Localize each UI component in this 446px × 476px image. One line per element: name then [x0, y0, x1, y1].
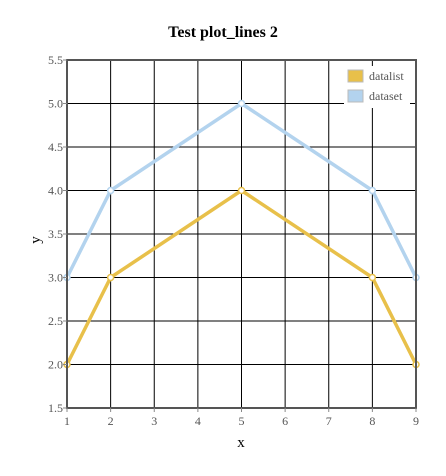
- x-tick-label: 1: [64, 414, 70, 428]
- y-tick-label: 1.5: [48, 401, 63, 415]
- x-tick-label: 9: [413, 414, 419, 428]
- y-tick-label: 3.0: [48, 271, 63, 285]
- y-tick-label: 5.5: [48, 53, 63, 67]
- data-point-datalist: [237, 186, 246, 195]
- legend: datalist dataset: [344, 66, 410, 108]
- x-tick-label: 3: [151, 414, 157, 428]
- x-tick-label: 6: [282, 414, 288, 428]
- legend-swatch-datalist: [347, 69, 364, 83]
- legend-label-datalist: datalist: [369, 69, 404, 83]
- x-tick-label: 7: [326, 414, 332, 428]
- y-tick-label: 3.5: [48, 227, 63, 241]
- data-point-datalist: [368, 273, 377, 282]
- data-point-dataset: [368, 186, 377, 195]
- data-point-datalist: [106, 273, 115, 282]
- y-tick-label: 4.0: [48, 184, 63, 198]
- tick-labels: 1 2 3 4 5 6 7 8 9 1.5 2.0 2.5 3.0 3.5 4.0 4.5 5.0 5.5: [48, 53, 419, 428]
- x-tick-label: 2: [108, 414, 114, 428]
- x-tick-label: 8: [369, 414, 375, 428]
- y-tick-label: 2.5: [48, 314, 63, 328]
- x-axis-title: x: [237, 435, 245, 451]
- grid: [66, 59, 417, 409]
- data-point-dataset: [237, 99, 246, 108]
- y-tick-label: 4.5: [48, 140, 63, 154]
- y-tick-label: 5.0: [48, 97, 63, 111]
- data-point-dataset: [106, 186, 115, 195]
- y-tick-label: 2.0: [48, 358, 63, 372]
- legend-label-dataset: dataset: [369, 89, 403, 103]
- legend-swatch-dataset: [347, 89, 364, 103]
- chart-title: Test plot_lines 2: [168, 24, 278, 41]
- y-axis-title: y: [28, 236, 44, 244]
- x-tick-label: 4: [195, 414, 201, 428]
- x-tick-label: 5: [239, 414, 245, 428]
